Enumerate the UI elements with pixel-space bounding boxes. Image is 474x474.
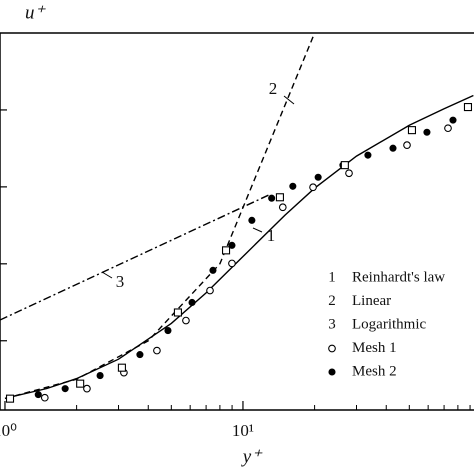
legend: 1 Reinhardt's law 2 Linear 3 Logarithmic Mesh …	[328, 269, 445, 379]
circle-marker	[248, 216, 256, 224]
circle-marker	[209, 266, 217, 274]
circle-marker	[228, 241, 236, 249]
square-marker	[463, 103, 473, 112]
x-tick-label: 10¹	[232, 421, 254, 440]
legend-label: Linear	[352, 293, 391, 309]
legend-label: Logarithmic	[352, 316, 426, 332]
circle-marker	[61, 385, 69, 393]
circle-marker	[164, 327, 172, 335]
legend-marker	[328, 368, 336, 376]
circle-marker	[206, 286, 214, 295]
square-marker	[407, 126, 417, 135]
circle-marker	[364, 151, 372, 159]
circle-marker	[228, 259, 236, 268]
square-marker	[76, 379, 85, 388]
legend-label: Mesh 2	[352, 363, 397, 379]
circle-marker	[153, 346, 161, 355]
legend-label: Mesh 1	[352, 340, 397, 356]
annotation-leader	[101, 271, 113, 279]
legend-key: 3	[328, 316, 336, 332]
square-marker	[340, 161, 349, 170]
legend-label: Reinhardt's law	[352, 269, 445, 285]
plot-area	[0, 33, 474, 403]
circle-marker	[444, 124, 452, 133]
series-line	[4, 33, 316, 400]
series-line	[4, 94, 474, 399]
legend-key: 2	[328, 293, 336, 309]
circle-marker	[314, 173, 322, 181]
square-marker	[117, 363, 126, 372]
circle-marker	[83, 384, 91, 393]
circle-marker	[34, 391, 42, 399]
circle-marker	[423, 128, 431, 136]
circle-marker	[96, 372, 104, 380]
circle-marker	[289, 182, 297, 190]
circle-marker	[188, 298, 196, 307]
circle-marker	[268, 194, 276, 202]
x-axis-label: y⁺	[241, 446, 263, 467]
circle-marker	[345, 169, 353, 178]
annotation-leader	[252, 227, 263, 233]
circle-marker	[403, 141, 411, 149]
series-line	[0, 193, 271, 321]
circle-marker	[449, 116, 457, 124]
circle-marker	[309, 183, 317, 192]
annotation-leader	[283, 95, 295, 105]
circle-marker	[389, 144, 397, 152]
legend-key: 1	[328, 269, 336, 285]
circle-marker	[182, 316, 190, 325]
circle-marker	[278, 203, 287, 212]
curve-annotation: 1	[267, 226, 276, 245]
x-tick-label: 10⁰	[0, 421, 17, 440]
circle-marker	[40, 393, 49, 402]
square-marker	[221, 246, 231, 255]
curve-annotation: 3	[116, 272, 125, 291]
curve-annotation: 2	[269, 79, 278, 98]
circle-marker	[136, 351, 144, 359]
legend-marker	[328, 344, 336, 353]
square-marker	[275, 193, 284, 202]
square-marker	[5, 394, 15, 403]
square-marker	[173, 308, 182, 317]
y-axis-label: u⁺	[25, 2, 47, 23]
